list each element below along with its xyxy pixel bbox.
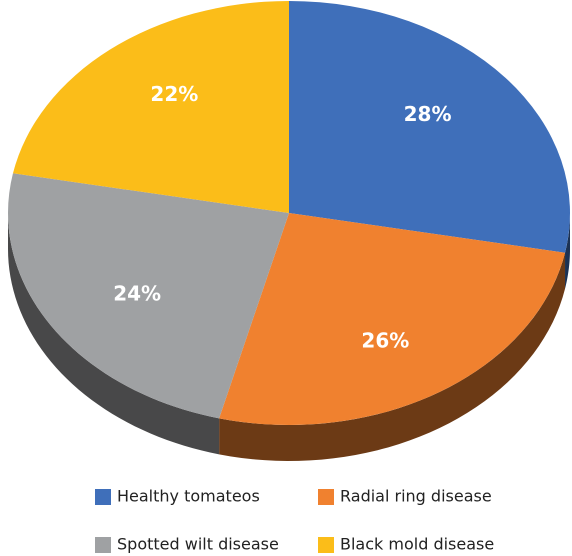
slice [219, 213, 566, 425]
legend-label: Radial ring disease [340, 487, 492, 506]
value-label: 26% [361, 328, 409, 352]
legend-label: Healthy tomateos [117, 487, 260, 506]
slice-side [8, 213, 220, 455]
slice [289, 1, 570, 253]
legend-swatch [318, 537, 334, 553]
value-label: 22% [150, 82, 198, 106]
slice [7, 173, 290, 419]
legend-swatch [95, 489, 111, 505]
legend-label: Spotted wilt disease [117, 535, 279, 554]
value-label: 28% [404, 102, 452, 126]
legend-label: Black mold disease [340, 535, 494, 554]
legend-swatch [95, 537, 111, 553]
slice [12, 1, 289, 213]
slice-side [565, 213, 570, 289]
legend-swatch [318, 489, 334, 505]
slice-side [219, 252, 566, 461]
value-label: 24% [113, 281, 161, 305]
